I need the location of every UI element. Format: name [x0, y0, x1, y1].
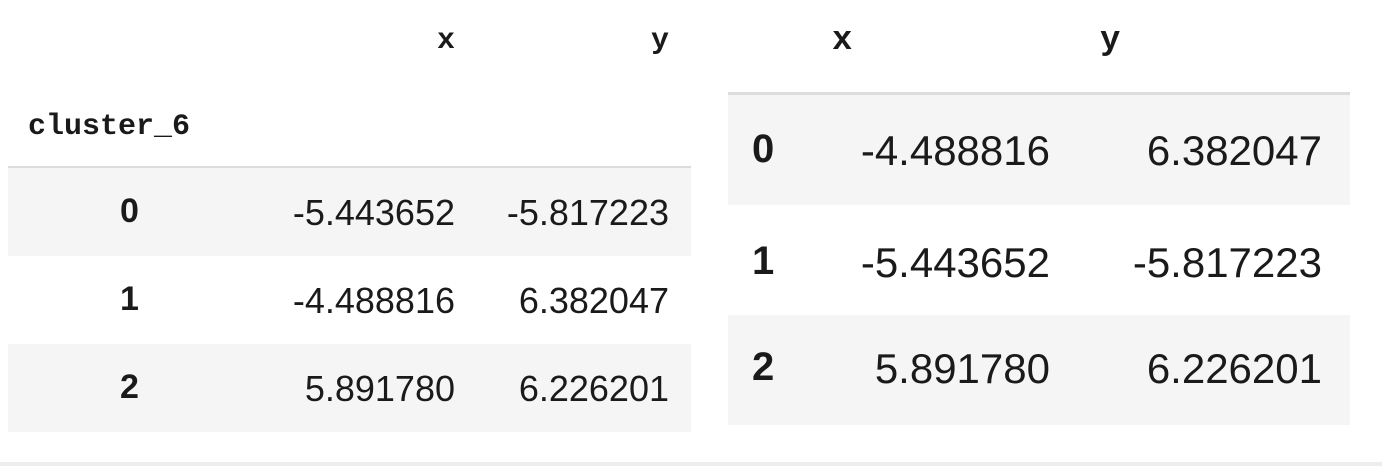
index-name-label: cluster_6 — [28, 110, 191, 144]
cell-y: -5.817223 — [506, 192, 669, 233]
cell-y: 6.382047 — [518, 280, 669, 321]
bottom-divider — [0, 462, 1382, 466]
grouped-dataframe-table: x y cluster_6 0 -5.443652 -5.817223 1 -4… — [8, 0, 691, 432]
table-row: 2 5.891780 6.226201 — [8, 344, 691, 432]
cell-y: 6.382047 — [1146, 127, 1322, 174]
cell-x: 5.891780 — [304, 368, 455, 409]
table-header-row: x y — [8, 0, 691, 84]
cell-x: 5.891780 — [874, 345, 1050, 392]
row-index: 2 — [752, 345, 775, 389]
table-row: 0 -5.443652 -5.817223 — [8, 168, 691, 256]
table-row: 0 -4.488816 6.382047 — [728, 95, 1350, 205]
row-index: 1 — [120, 280, 139, 318]
column-header-x: x — [436, 24, 455, 58]
cell-x: -4.488816 — [292, 280, 455, 321]
table-row: 1 -5.443652 -5.817223 — [728, 205, 1350, 315]
row-index: 1 — [752, 239, 775, 283]
column-header-y: y — [1100, 22, 1121, 60]
index-name-row: cluster_6 — [8, 84, 691, 168]
dataframe-table: x y 0 -4.488816 6.382047 1 -5.443652 -5.… — [728, 0, 1350, 425]
cell-x: -4.488816 — [860, 127, 1050, 174]
column-header-y: y — [650, 24, 669, 58]
cell-x: -5.443652 — [292, 192, 455, 233]
cell-y: 6.226201 — [1146, 345, 1322, 392]
table-row: 1 -4.488816 6.382047 — [8, 256, 691, 344]
column-header-x: x — [832, 22, 853, 60]
cell-y: -5.817223 — [1132, 239, 1322, 286]
cell-y: 6.226201 — [518, 368, 669, 409]
row-index: 0 — [752, 127, 775, 171]
cell-x: -5.443652 — [860, 239, 1050, 286]
table-header-row: x y — [728, 0, 1350, 95]
table-row: 2 5.891780 6.226201 — [728, 315, 1350, 425]
row-index: 0 — [120, 192, 139, 230]
row-index: 2 — [120, 368, 139, 406]
